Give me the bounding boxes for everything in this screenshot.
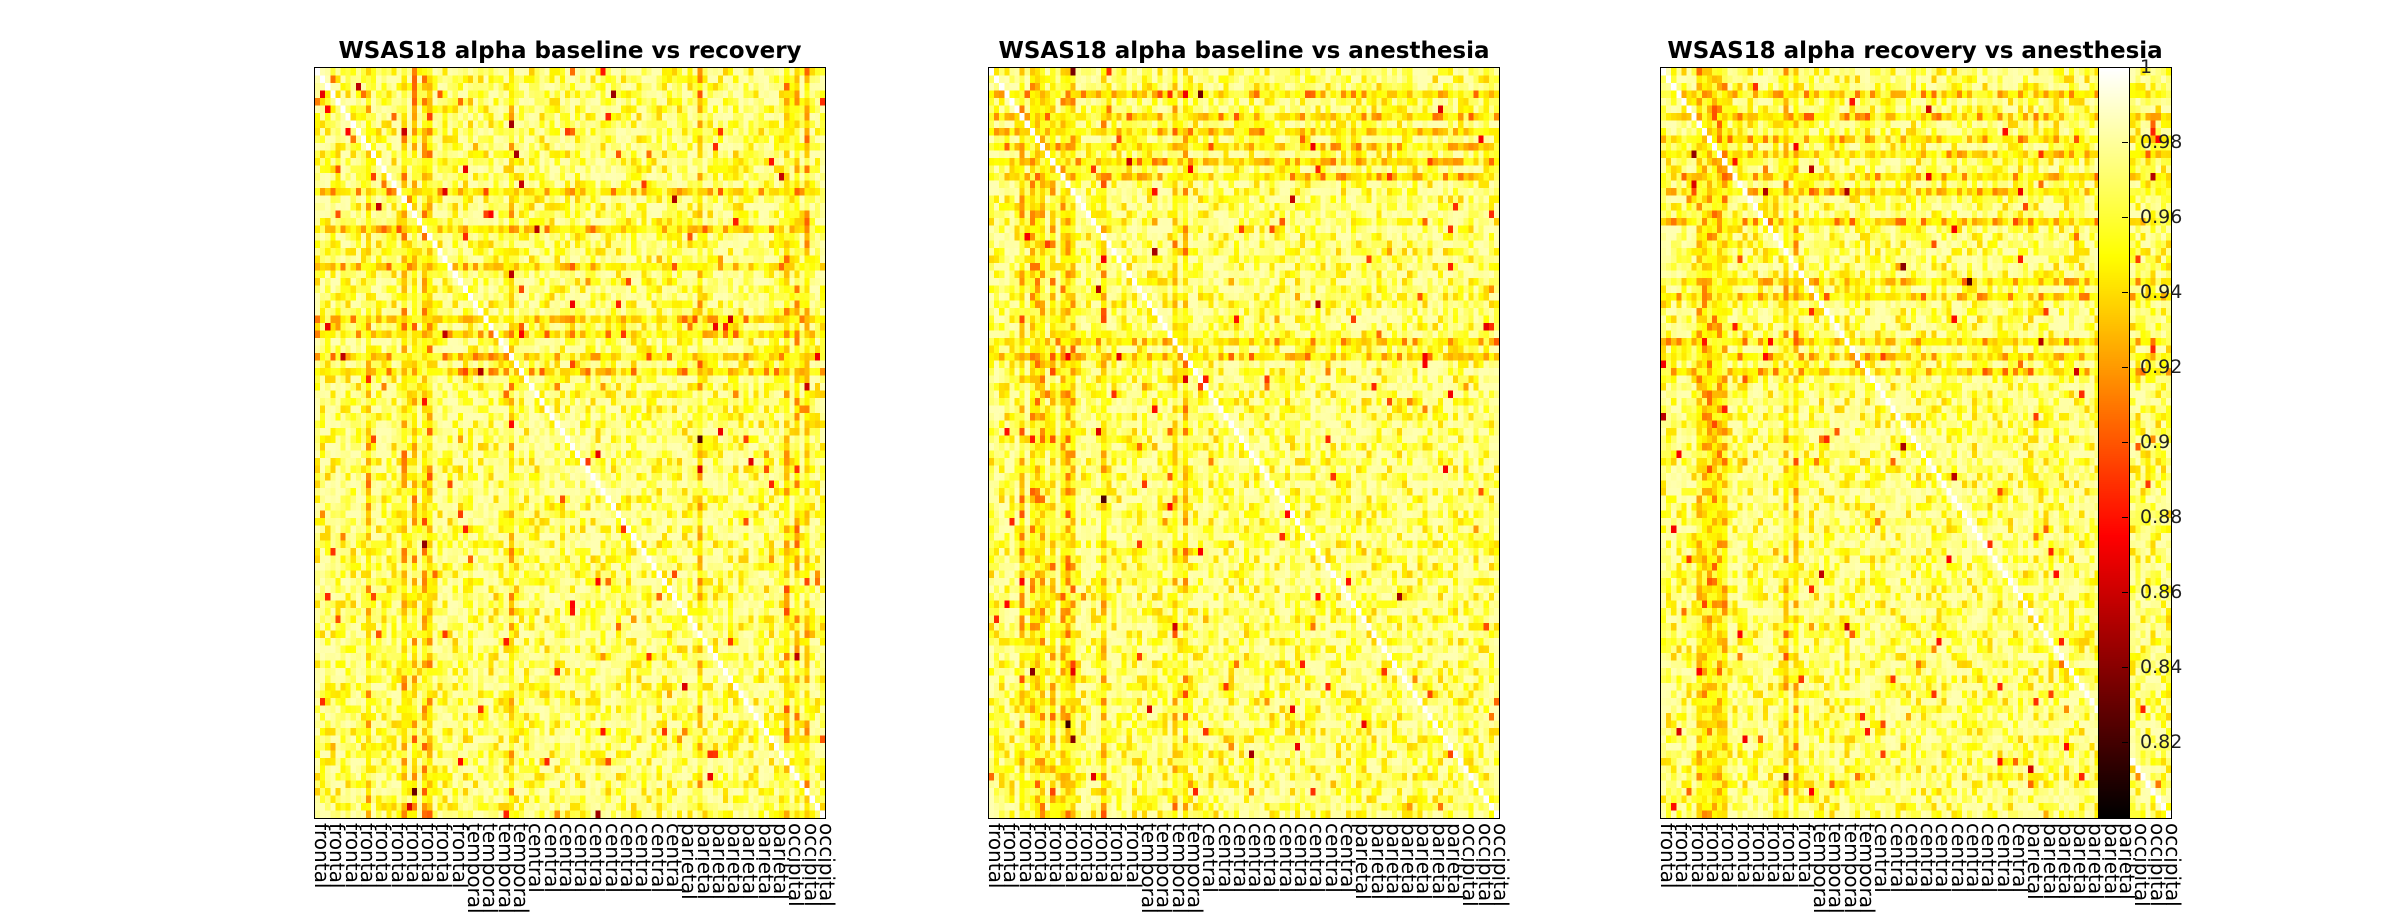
chart-title: WSAS18 alpha baseline vs anesthesia xyxy=(998,38,1490,64)
colorbar-tick-label: 0.88 xyxy=(2140,506,2183,528)
colorbar-tick-mark xyxy=(2122,142,2128,143)
colorbar-tick-mark xyxy=(2122,517,2128,518)
colorbar-tick-label: 0.96 xyxy=(2140,206,2183,228)
chart-title: WSAS18 alpha recovery vs anesthesia xyxy=(1667,38,2163,64)
colorbar-tick-mark xyxy=(2122,442,2128,443)
x-tick-label: occipital xyxy=(2160,823,2185,907)
colorbar-tick-mark xyxy=(2122,292,2128,293)
colorbar-tick-label: 0.92 xyxy=(2140,356,2183,378)
colorbar-tick-mark xyxy=(2122,742,2128,743)
colorbar-tick-label: 0.86 xyxy=(2140,581,2183,603)
heatmap-cells xyxy=(989,68,1499,818)
colorbar-gradient xyxy=(2099,68,2129,818)
colorbar-tick-label: 1 xyxy=(2140,56,2153,78)
heatmap-plot xyxy=(314,67,826,819)
x-tick-label: occipital xyxy=(1488,823,1513,907)
colorbar-tick-mark xyxy=(2122,67,2128,68)
heatmap-cells xyxy=(1661,68,2171,818)
colorbar-tick-label: 0.9 xyxy=(2140,431,2171,453)
colorbar xyxy=(2098,67,2130,819)
colorbar-tick-mark xyxy=(2122,217,2128,218)
colorbar-tick-label: 0.98 xyxy=(2140,131,2183,153)
heatmap-plot xyxy=(1660,67,2172,819)
heatmap-cells xyxy=(315,68,825,818)
heatmap-plot xyxy=(988,67,1500,819)
colorbar-tick-label: 0.94 xyxy=(2140,281,2183,303)
x-tick-label: occipital xyxy=(814,823,839,907)
colorbar-tick-label: 0.82 xyxy=(2140,731,2183,753)
colorbar-tick-mark xyxy=(2122,367,2128,368)
colorbar-tick-mark xyxy=(2122,667,2128,668)
chart-title: WSAS18 alpha baseline vs recovery xyxy=(338,38,802,64)
colorbar-tick-label: 0.84 xyxy=(2140,656,2183,678)
colorbar-tick-mark xyxy=(2122,592,2128,593)
